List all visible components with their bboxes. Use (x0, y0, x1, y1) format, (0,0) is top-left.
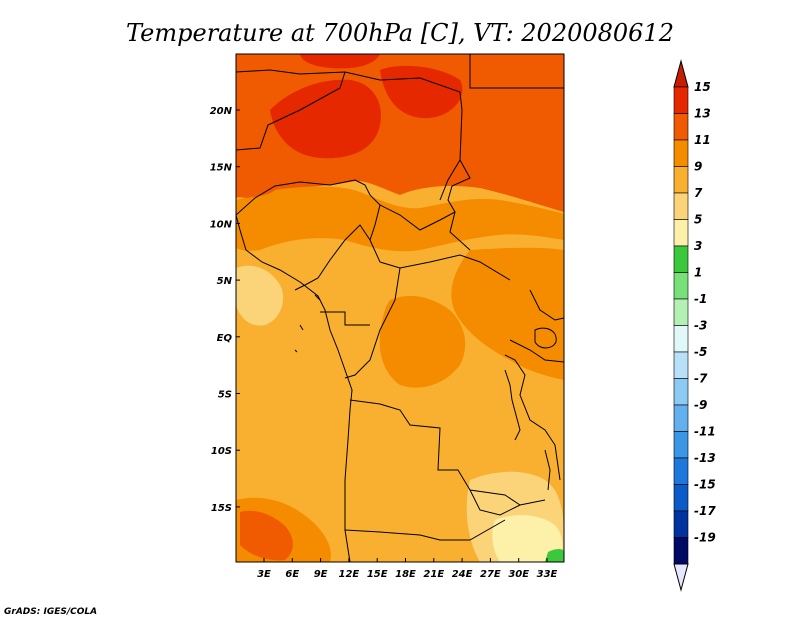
border-tanzania (509, 339, 564, 363)
border-mali-niger (236, 69, 463, 201)
country-borders (236, 54, 564, 562)
lon-tick-label: 27E (480, 569, 501, 580)
lake-malawi (544, 449, 551, 491)
lon-tick-label: 12E (339, 569, 360, 580)
lat-tick-label: 15S (211, 503, 232, 514)
colorbar: 15 13 11 9 7 5 3 1 -1 -3 -5 -7 -9 -11 -13 -15 -17 -19 (673, 59, 716, 592)
colorbar-label: -13 (694, 451, 716, 465)
lake-tanganyika (504, 369, 521, 441)
colorbar-label: -9 (694, 398, 707, 412)
lon-tick-label: 24E (452, 569, 473, 580)
map-frame (235, 53, 565, 563)
grads-credit: GrADS: IGES/COLA (4, 607, 97, 617)
border-car (369, 204, 511, 281)
colorbar-label: -17 (694, 504, 716, 518)
border-angola (349, 399, 521, 506)
orange-strip-north (236, 186, 564, 252)
inset-islands (294, 294, 321, 353)
cool-coast-gulf (236, 265, 284, 326)
lat-tick-label: 15N (210, 163, 233, 174)
colorbar-bottom-arrow (673, 563, 689, 592)
colorbar-swatch (673, 219, 689, 247)
colorbar-swatch (673, 351, 689, 379)
pale-region-southeast (492, 515, 563, 562)
colorbar-swatch (673, 272, 689, 300)
colorbar-label: -19 (694, 531, 716, 545)
colorbar-label: 5 (694, 213, 702, 227)
colorbar-swatch (673, 378, 689, 406)
colorbar-label: 15 (694, 80, 711, 94)
colorbar-label: 11 (694, 133, 711, 147)
latitude-axis: 20N 15N 10N 5N EQ 5S 10S 15S (210, 106, 240, 514)
lake-victoria (534, 327, 557, 349)
border-uganda-kenya (529, 289, 564, 321)
border-niger-nigeria (236, 71, 346, 151)
border-chad-sudan (447, 159, 471, 251)
hot-spot-southwest (240, 510, 293, 561)
border-congo-drc (344, 267, 401, 379)
colorbar-swatch (673, 510, 689, 538)
lat-tick-label: 5S (218, 390, 232, 401)
lat-tick-label: 5N (217, 276, 233, 287)
coastline-west (236, 214, 353, 562)
lon-tick-label: 15E (367, 569, 388, 580)
colorbar-swatch (673, 431, 689, 459)
lon-tick-label: 3E (257, 569, 271, 580)
colorbar-label: 7 (694, 186, 703, 200)
colorbar-swatch (673, 537, 689, 565)
lat-tick-label: 20N (210, 106, 233, 117)
lon-tick-label: 9E (314, 569, 328, 580)
colorbar-top-arrow (673, 59, 689, 88)
colorbar-label: 3 (694, 239, 702, 253)
colorbar-label: 1 (694, 266, 702, 280)
green-spot-southeast (545, 549, 564, 562)
coastline-east-lakes (504, 354, 561, 481)
colorbar-swatch (673, 457, 689, 485)
longitude-axis: 3E 6E 9E 12E 15E 18E 21E 24E 27E 30E 33E (257, 558, 558, 580)
lat-tick-label: 10N (210, 219, 233, 230)
colorbar-label: -1 (694, 292, 707, 306)
colorbar-swatch (673, 113, 689, 141)
hot-core-north (300, 54, 380, 69)
colorbar-swatch (673, 139, 689, 167)
border-gabon (320, 311, 370, 326)
colorbar-swatch (673, 404, 689, 432)
colorbar-label: -7 (694, 372, 708, 386)
lon-tick-label: 21E (423, 569, 444, 580)
colorbar-swatch (673, 325, 689, 353)
border-chad-libya (469, 54, 564, 89)
colorbar-swatch (673, 245, 689, 273)
colorbar-swatch (673, 166, 689, 194)
border-angola-namibia (344, 519, 506, 541)
lat-tick-label: EQ (217, 333, 233, 344)
colorbar-label: -11 (694, 425, 716, 439)
lon-tick-label: 30E (508, 569, 529, 580)
colorbar-label: -5 (694, 345, 707, 359)
lon-tick-label: 6E (285, 569, 299, 580)
border-nigeria-south (236, 179, 381, 241)
orange-band-east (451, 247, 564, 380)
border-zambia (469, 489, 546, 516)
lat-tick-label: 10S (211, 446, 232, 457)
map-title: Temperature at 700hPa [C], VT: 202008061… (126, 19, 674, 47)
colorbar-swatch (673, 192, 689, 220)
hot-core-west (270, 79, 381, 159)
colorbar-label: 9 (694, 160, 702, 174)
lon-tick-label: 18E (395, 569, 416, 580)
colorbar-swatch (673, 86, 689, 114)
lon-tick-label: 33E (537, 569, 558, 580)
border-cameroon (294, 224, 371, 291)
colorbar-label: 13 (694, 107, 711, 121)
orange-band-center (379, 295, 466, 388)
colorbar-label: -3 (694, 319, 707, 333)
colorbar-label: -15 (694, 478, 716, 492)
colorbar-swatch (673, 298, 689, 326)
temperature-field (236, 54, 564, 562)
colorbar-swatch (673, 484, 689, 512)
